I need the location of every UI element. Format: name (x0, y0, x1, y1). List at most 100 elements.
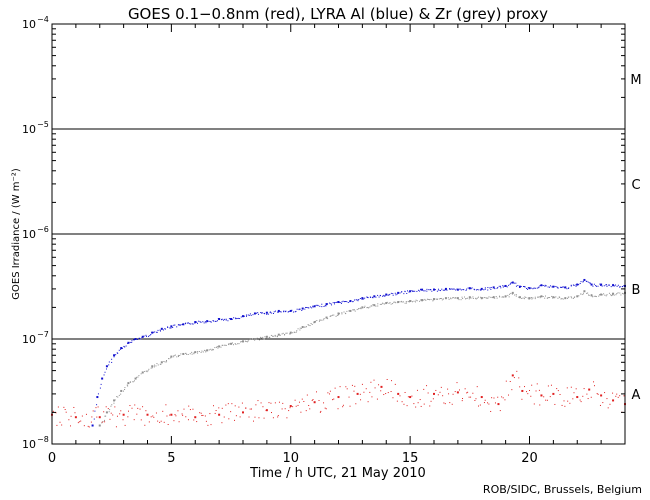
trace-dot (596, 285, 598, 287)
trace-dot (323, 305, 325, 307)
trace-dot (497, 287, 499, 289)
trace-dot (419, 300, 421, 302)
data-point (120, 389, 123, 392)
trace-dot (431, 290, 433, 292)
trace-dot (104, 421, 106, 423)
trace-dot (218, 407, 220, 409)
trace-dot (384, 303, 386, 305)
trace-dot (486, 297, 488, 299)
trace-dot (330, 303, 332, 305)
trace-dot (437, 394, 439, 396)
trace-dot (526, 391, 528, 393)
trace-dot (426, 290, 428, 292)
trace-dot (203, 349, 205, 351)
trace-dot (335, 315, 337, 317)
trace-dot (499, 296, 501, 298)
trace-dot (239, 318, 241, 320)
trace-dot (531, 298, 533, 300)
trace-dot (466, 288, 468, 290)
data-point (373, 304, 376, 307)
trace-dot (191, 323, 193, 325)
trace-dot (475, 297, 477, 299)
trace-dot (593, 283, 595, 285)
trace-dot (609, 403, 611, 405)
trace-dot (145, 410, 147, 412)
trace-dot (166, 415, 168, 417)
trace-dot (559, 393, 561, 395)
trace-dot (90, 421, 92, 423)
y-tick-label: 10 (22, 18, 36, 31)
data-point (134, 377, 137, 380)
data-point (313, 321, 316, 324)
trace-dot (173, 355, 175, 357)
trace-dot (137, 407, 139, 409)
trace-dot (312, 306, 314, 308)
trace-dot (159, 421, 161, 423)
trace-dot (516, 370, 518, 372)
trace-dot (356, 309, 358, 311)
trace-dot (145, 334, 147, 336)
trace-dot (370, 296, 372, 298)
trace-dot (420, 289, 422, 291)
trace-dot (150, 367, 152, 369)
trace-dot (611, 294, 613, 296)
trace-dot (164, 328, 166, 330)
trace-dot (375, 296, 377, 298)
trace-dot (458, 389, 460, 391)
trace-dot (358, 307, 360, 309)
data-point (194, 321, 197, 324)
trace-dot (245, 314, 247, 316)
trace-dot (604, 294, 606, 296)
trace-dot (224, 344, 226, 346)
trace-dot (368, 307, 370, 309)
trace-dot (538, 389, 540, 391)
data-point (409, 300, 412, 303)
trace-dot (502, 285, 504, 287)
trace-dot (453, 297, 455, 299)
trace-dot (527, 288, 529, 290)
data-point (170, 355, 173, 358)
trace-dot (240, 341, 242, 343)
trace-dot (437, 288, 439, 290)
y-tick-exponent: −6 (37, 225, 49, 234)
trace-dot (198, 350, 200, 352)
trace-dot (346, 310, 348, 312)
data-point (444, 287, 447, 290)
trace-dot (502, 296, 504, 298)
trace-dot (289, 333, 291, 335)
trace-dot (488, 403, 490, 405)
trace-dot (589, 283, 591, 285)
trace-dot (508, 296, 510, 298)
trace-dot (191, 351, 193, 353)
trace-dot (177, 410, 179, 412)
trace-dot (207, 424, 209, 426)
trace-dot (117, 396, 119, 398)
data-point (122, 413, 125, 416)
trace-dot (153, 364, 155, 366)
trace-dot (379, 303, 381, 305)
trace-dot (74, 412, 76, 414)
trace-dot (238, 343, 240, 345)
trace-dot (286, 417, 288, 419)
trace-dot (137, 338, 139, 340)
trace-dot (188, 405, 190, 407)
trace-dot (297, 404, 299, 406)
trace-dot (329, 315, 331, 317)
data-point (325, 316, 328, 319)
trace-dot (599, 283, 601, 285)
trace-dot (562, 298, 564, 300)
trace-dot (334, 302, 336, 304)
trace-dot (247, 340, 249, 342)
trace-dot (234, 419, 236, 421)
trace-dot (582, 292, 584, 294)
trace-dot (511, 293, 513, 295)
trace-dot (143, 335, 145, 337)
trace-dot (315, 391, 317, 393)
trace-dot (496, 297, 498, 299)
trace-dot (197, 352, 199, 354)
trace-dot (590, 396, 592, 398)
trace-dot (222, 344, 224, 346)
trace-dot (561, 286, 563, 288)
data-point (206, 320, 209, 323)
y-tick-exponent: −7 (37, 330, 49, 339)
